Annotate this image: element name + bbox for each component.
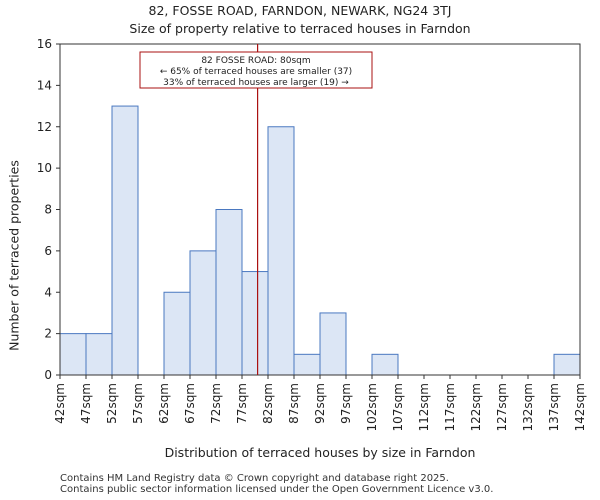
y-axis-label: Number of terraced properties [6,160,22,351]
histogram-bar [553,353,581,376]
histogram-bar [85,333,113,376]
y-tick-label: 16 [37,37,52,51]
x-tick-label: 77sqm [235,383,249,424]
y-tick-label: 2 [44,327,52,341]
y-tick-label: 10 [37,161,52,175]
y-tick-label: 4 [44,285,52,299]
histogram-bar [267,126,295,376]
histogram-bar [215,209,243,376]
histogram-bar [293,353,321,376]
x-tick-label: 72sqm [209,383,223,424]
x-tick-label: 142sqm [573,383,587,431]
x-tick-label: 127sqm [495,383,509,431]
x-tick-label: 47sqm [79,383,93,424]
x-tick-label: 102sqm [365,383,379,431]
y-tick-label: 0 [44,368,52,382]
histogram-bar [59,333,87,376]
y-tick-label: 8 [44,203,52,217]
y-tick-label: 12 [37,120,52,134]
annotation-text: 33% of terraced houses are larger (19) → [163,78,349,88]
x-tick-label: 137sqm [547,383,561,431]
x-tick-label: 92sqm [313,383,327,424]
annotation-text: 82 FOSSE ROAD: 80sqm [201,56,310,66]
x-tick-label: 52sqm [105,383,119,424]
x-tick-label: 62sqm [157,383,171,424]
annotation-box [139,51,373,89]
x-tick-label: 82sqm [261,383,275,424]
footer-line-1: Contains HM Land Registry data © Crown c… [60,473,449,484]
x-tick-label: 67sqm [183,383,197,424]
x-tick-label: 132sqm [521,383,535,431]
x-axis-label: Distribution of terraced houses by size … [164,445,476,460]
chart-title: 82, FOSSE ROAD, FARNDON, NEWARK, NG24 3T… [148,3,452,18]
x-tick-label: 117sqm [443,383,457,431]
x-tick-label: 112sqm [417,383,431,431]
histogram-bar [189,250,217,376]
histogram-bar [111,105,139,376]
histogram-bar [371,353,399,376]
histogram-bar [241,271,269,376]
x-tick-label: 122sqm [469,383,483,431]
x-tick-label: 87sqm [287,383,301,424]
footer-line-2: Contains public sector information licen… [60,484,494,495]
y-tick-label: 6 [44,244,52,258]
x-tick-label: 97sqm [339,383,353,424]
x-tick-label: 57sqm [131,383,145,424]
chart-subtitle: Size of property relative to terraced ho… [129,21,471,36]
x-tick-label: 107sqm [391,383,405,431]
histogram-bar [319,312,347,376]
x-tick-label: 42sqm [53,383,67,424]
y-tick-label: 14 [37,78,52,92]
histogram-bar [163,291,191,376]
annotation-text: ← 65% of terraced houses are smaller (37… [160,67,352,77]
